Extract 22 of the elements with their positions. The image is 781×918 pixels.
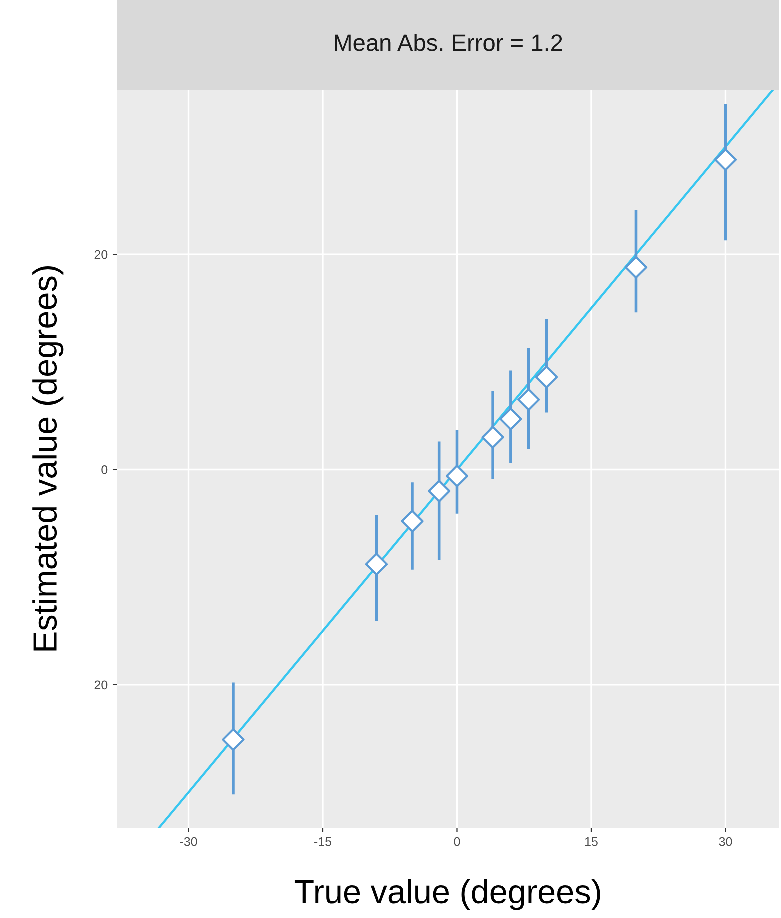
point (624, 256, 648, 279)
x-tick-label: 30 (719, 837, 732, 846)
point (500, 408, 522, 431)
point (518, 388, 540, 412)
x-tick-label: -15 (314, 838, 332, 846)
y-tick-label: 20 (94, 680, 108, 690)
point (714, 148, 738, 172)
point (365, 553, 388, 576)
y-tick-label: 0 (102, 466, 108, 474)
y-axis-title: Estimated value (degrees) (32, 266, 64, 651)
point (428, 480, 451, 503)
x-tick-label: 0 (454, 837, 460, 846)
point (482, 426, 504, 449)
chart-title: Mean Abs. Error = 1.2 (335, 34, 562, 52)
point (401, 510, 424, 533)
x-tick-label: -30 (180, 837, 198, 846)
x-axis-title: True value (degrees) (294, 879, 600, 910)
point (446, 464, 469, 488)
point (535, 366, 558, 389)
x-tick-label: 15 (585, 838, 598, 846)
y-tick-label: 20 (94, 250, 108, 260)
point (222, 728, 245, 752)
